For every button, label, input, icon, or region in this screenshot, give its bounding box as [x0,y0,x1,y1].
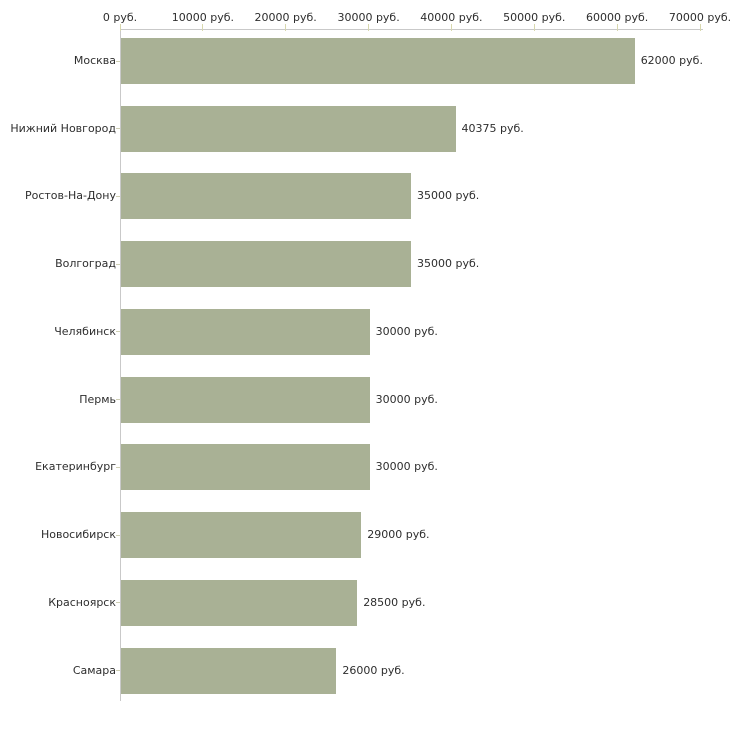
bar [121,579,358,626]
bar [121,173,411,220]
x-tick-label: 40000 руб. [420,11,483,24]
bar [121,647,337,694]
x-tick-mark [533,24,535,31]
category-label: Новосибирск [40,528,116,541]
x-tick-label: 10000 руб. [171,11,235,24]
category-tick-mark [116,602,120,604]
category-tick-mark [116,534,120,536]
bar-value-label: 30000 руб. [375,392,438,406]
x-axis-line [120,29,704,30]
category-tick-mark [116,128,120,130]
category-label: Нижний Новгород [10,121,116,135]
category-tick-mark [116,670,120,671]
bar [121,512,362,558]
bar-value-label: 40375 руб. [461,121,524,135]
category-label: Пермь [79,392,116,406]
category-label: Волгоград [55,257,116,271]
bar-value-label: 35000 руб. [417,189,480,203]
bar-value-label: 62000 руб. [640,54,703,67]
bar [121,105,456,152]
category-tick-mark [116,263,120,265]
x-tick-mark [699,24,701,31]
x-tick-label: 70000 руб. [668,11,730,24]
bar-value-label: 29000 руб. [367,528,430,541]
category-tick-mark [116,466,120,468]
category-label: Москва [73,54,116,67]
x-tick-label: 0 руб. [102,11,138,24]
category-label: Самара [72,663,116,677]
y-axis-line [120,29,121,701]
category-label: Ростов-На-Дону [24,189,116,203]
x-tick-mark [202,24,204,31]
x-tick-mark [368,24,370,31]
x-tick-mark [450,24,452,31]
bar-value-label: 30000 руб. [375,324,438,338]
bar [121,376,370,423]
x-tick-label: 30000 руб. [337,11,400,24]
bar-value-label: 28500 руб. [363,595,426,609]
bar [121,241,411,288]
x-tick-label: 20000 руб. [254,11,317,24]
category-label: Екатеринбург [35,460,116,474]
category-tick-mark [116,60,120,62]
category-tick-mark [116,331,120,333]
bar [121,308,370,355]
x-tick-label: 60000 руб. [586,11,649,24]
x-tick-mark [285,24,287,31]
bar [121,38,635,84]
category-label: Красноярск [48,595,116,609]
x-tick-label: 50000 руб. [503,11,566,24]
bar-value-label: 35000 руб. [417,257,480,271]
x-tick-mark [616,24,618,31]
bar-value-label: 26000 руб. [342,663,405,677]
category-tick-mark [116,399,120,401]
category-label: Челябинск [54,324,116,338]
bar-value-label: 30000 руб. [375,460,438,474]
x-tick-mark [119,24,121,31]
bar [121,444,370,491]
category-tick-mark [116,195,120,197]
